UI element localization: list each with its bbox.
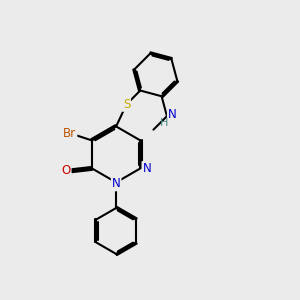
Text: N: N: [112, 177, 121, 190]
Text: S: S: [123, 98, 130, 111]
Text: O: O: [61, 164, 70, 177]
Text: N: N: [168, 108, 177, 121]
Text: N: N: [142, 162, 151, 175]
Text: Br: Br: [63, 127, 76, 140]
Text: H: H: [160, 118, 168, 128]
